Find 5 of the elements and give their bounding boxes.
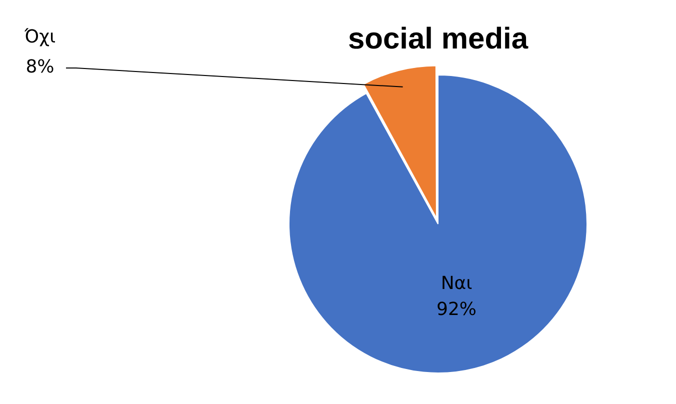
data-label: 8%: [26, 56, 54, 78]
chart-title: social media: [348, 22, 528, 56]
data-label: 92%: [436, 298, 477, 320]
slice-label: Ναι: [440, 272, 472, 294]
slice-label: Όχι: [23, 26, 56, 48]
